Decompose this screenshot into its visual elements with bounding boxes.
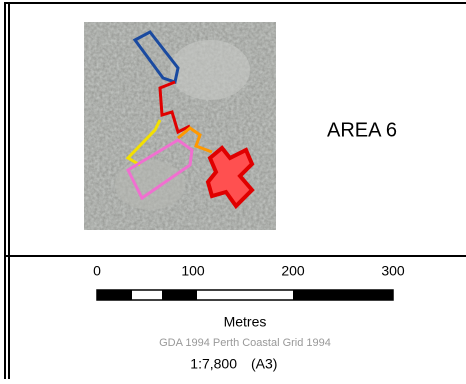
scale-ratio: 1:7,800	[190, 356, 237, 372]
area-label: AREA 6	[327, 119, 397, 141]
scale-unit: Metres	[224, 314, 267, 330]
scale-label: 200	[281, 263, 305, 279]
map-frame: AREA 6 0 100 200 300 Metres GDA 1994 Per…	[0, 0, 466, 379]
scale-bar	[97, 290, 393, 300]
scale-label: 0	[93, 263, 101, 279]
paper-size: (A3)	[251, 356, 277, 372]
projection: GDA 1994 Perth Coastal Grid 1994	[159, 337, 331, 349]
scale-label: 300	[381, 263, 405, 279]
scale-label: 100	[181, 263, 205, 279]
page: {"map": {"area_label": "AREA 6", "scale_…	[0, 0, 466, 384]
aerial-image	[84, 22, 276, 230]
